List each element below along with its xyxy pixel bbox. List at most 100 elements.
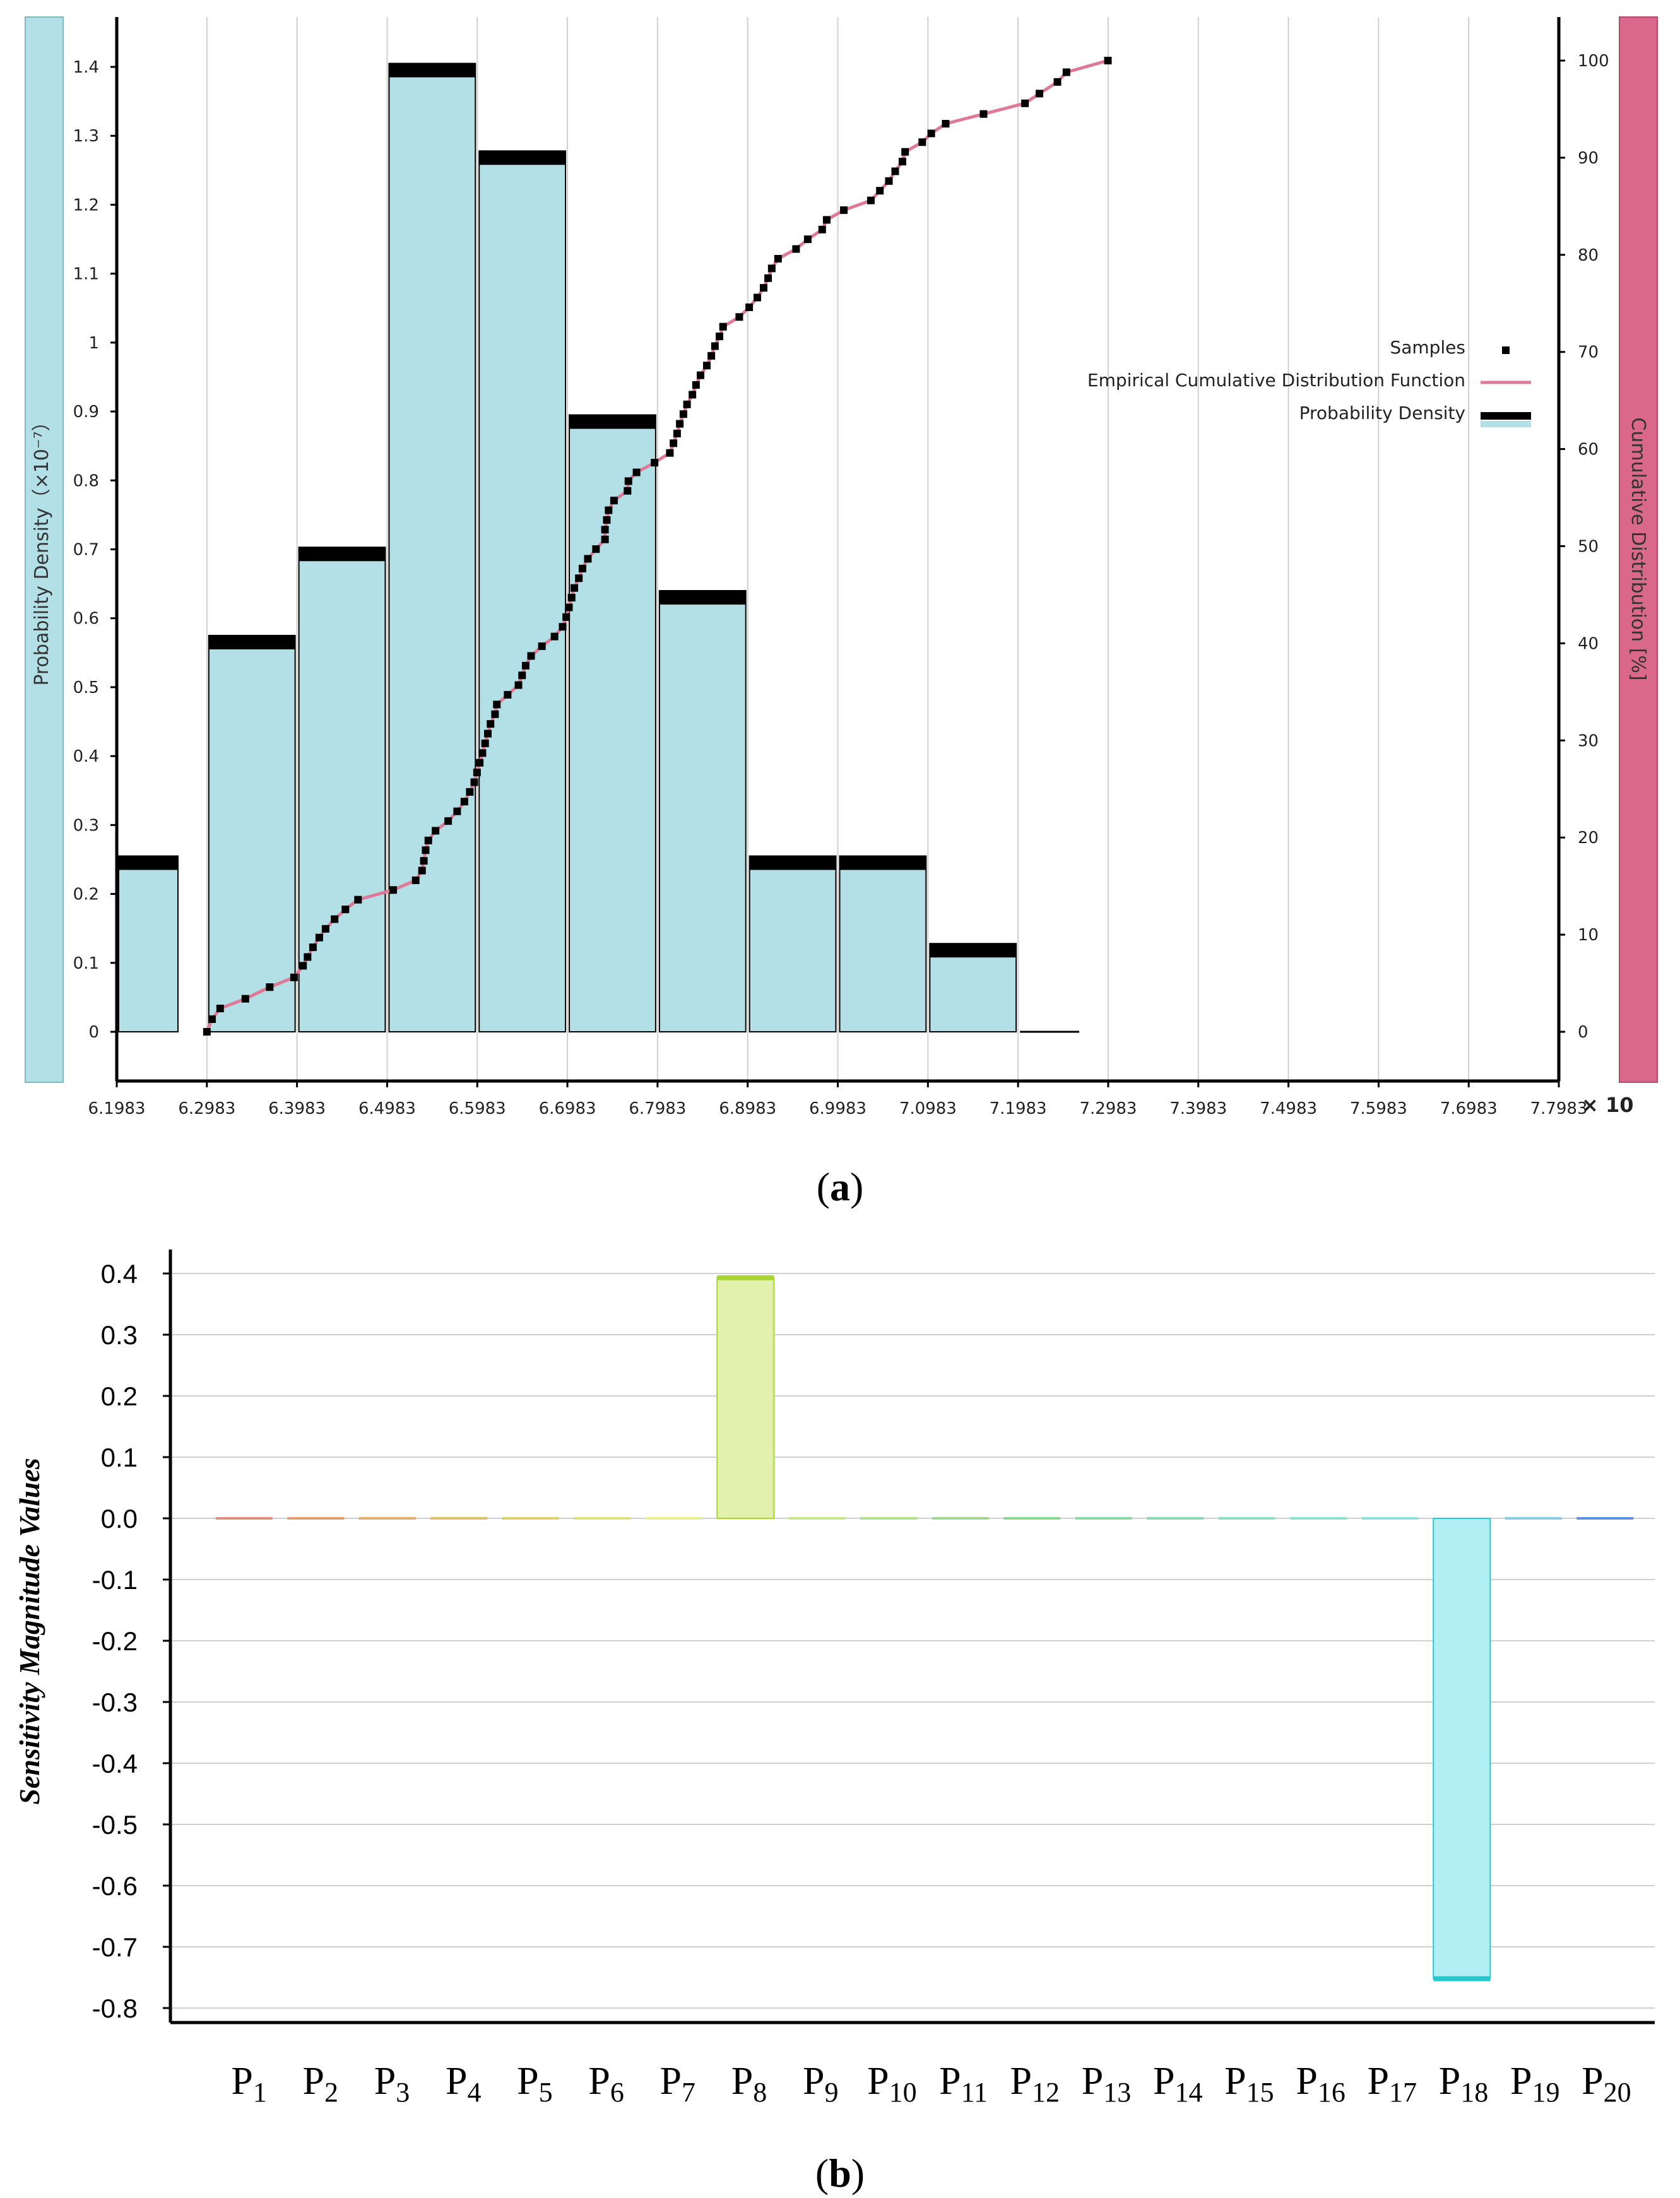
x-tick-label: 7.0983 (899, 1099, 957, 1118)
category-letter: P (867, 2060, 889, 2103)
category-subscript: 9 (824, 2077, 838, 2108)
y-left-tick-label: 1.4 (73, 58, 99, 77)
sample-point (670, 439, 678, 447)
histogram-bar-cap (299, 547, 386, 562)
sample-point (424, 836, 432, 844)
sample-point (610, 497, 618, 505)
sample-point (571, 584, 579, 592)
ecdf-line (205, 59, 1109, 1032)
sample-point (1035, 90, 1043, 98)
grid-a (116, 17, 1559, 1081)
panel-b-label: (b) (815, 2151, 865, 2195)
histogram-bar-cap (119, 856, 178, 870)
y-right-tick-label: 90 (1578, 149, 1599, 168)
sample-point (575, 574, 583, 582)
sample-point (565, 603, 573, 612)
category-label: P19 (1510, 2060, 1559, 2108)
grid-b (170, 1273, 1655, 2009)
right-axis-bar (1619, 16, 1658, 1083)
sample-point (707, 352, 716, 360)
y-left-tick-label: 0 (88, 1023, 99, 1042)
sample-point (389, 886, 398, 894)
sample-point (241, 995, 249, 1003)
left-axis-title: Probability Density（×10⁻⁷） (31, 412, 53, 685)
legend-density-marker-bottom (1481, 421, 1531, 427)
y-right-tick-label: 70 (1578, 343, 1599, 362)
legend-a: Samples Empirical Cumulative Distributio… (1087, 337, 1531, 427)
sample-point (603, 516, 611, 524)
sample-point (266, 983, 274, 991)
histogram-bar (839, 855, 927, 1032)
b-y-tick-label: -0.4 (92, 1749, 138, 1778)
x-tick-label: 6.2983 (178, 1099, 235, 1118)
axes-b (169, 1250, 1655, 2024)
sample-point (1104, 57, 1112, 64)
ticks-b: 0.4 0.3 0.2 0.1 0.0 -0.1 -0.2 -0.3 -0.4 -0.5 -0.6 -… (92, 1259, 170, 2023)
sample-point (818, 225, 826, 233)
x-tick-label: 7.1983 (990, 1099, 1047, 1118)
sample-point (624, 487, 632, 495)
sample-point (473, 769, 481, 777)
category-subscript: 12 (1032, 2077, 1060, 2108)
sample-point (483, 730, 492, 738)
sample-point (321, 925, 329, 933)
sample-point (745, 303, 754, 311)
category-label: P7 (660, 2060, 695, 2108)
category-label: P15 (1224, 2060, 1274, 2108)
sample-point (624, 477, 632, 485)
sample-point (476, 759, 484, 767)
b-y-tick-label: -0.6 (92, 1871, 138, 1901)
category-label: P17 (1368, 2060, 1417, 2108)
panel-b-letter: b (829, 2151, 851, 2195)
sample-point (208, 1015, 216, 1023)
sample-point (203, 1028, 211, 1036)
category-subscript: 3 (396, 2077, 410, 2108)
category-letter: P (803, 2060, 824, 2103)
y-left-tick-label: 1.2 (73, 196, 99, 215)
b-y-tick-label: 0.4 (101, 1259, 138, 1289)
sample-point (927, 129, 935, 138)
histogram-bar-cap (930, 943, 1017, 958)
b-y-tick-label: -0.3 (92, 1687, 138, 1717)
category-label: P14 (1153, 2060, 1202, 2108)
x-tick-label: 6.4983 (358, 1099, 416, 1118)
category-letter: P (374, 2060, 396, 2103)
category-letter: P (446, 2060, 467, 2103)
category-subscript: 8 (753, 2077, 767, 2108)
sample-point (822, 216, 831, 224)
sample-point (767, 264, 776, 273)
sample-point (719, 322, 727, 331)
sample-point (354, 895, 362, 904)
category-label: P13 (1082, 2060, 1131, 2108)
histogram-bar-cap (839, 856, 926, 870)
sample-point (290, 973, 298, 981)
sample-point (521, 661, 529, 670)
x-tick-label: 6.6983 (539, 1099, 596, 1118)
category-label: P5 (517, 2060, 552, 2108)
category-subscript: 5 (539, 2077, 553, 2108)
category-label: P4 (446, 2060, 481, 2108)
category-label: P6 (588, 2060, 624, 2108)
histogram-bar-cap (208, 635, 295, 650)
sample-point (432, 827, 440, 835)
b-y-tick-label: -0.2 (92, 1626, 138, 1656)
b-y-tick-label: -0.5 (92, 1810, 138, 1840)
sample-point (418, 866, 426, 875)
category-letter: P (1439, 2060, 1460, 2103)
sample-point (1062, 68, 1070, 76)
histogram-bar-cap (479, 151, 566, 165)
sample-point (601, 526, 609, 534)
category-subscript: 10 (889, 2077, 917, 2108)
y-right-tick-label: 0 (1578, 1023, 1588, 1042)
category-label: P3 (374, 2060, 410, 2108)
y-right-tick-label: 60 (1578, 440, 1599, 459)
sample-point (309, 943, 317, 952)
sample-point (942, 120, 950, 128)
sample-point (679, 410, 687, 418)
sample-point (504, 690, 512, 699)
sample-point (559, 623, 567, 631)
sensitivity-bar (1433, 1518, 1491, 1980)
sample-point (453, 807, 461, 815)
sample-point (466, 788, 474, 796)
panel-b-ylabel: Sensitivity Magnitude Values (13, 1458, 45, 1805)
